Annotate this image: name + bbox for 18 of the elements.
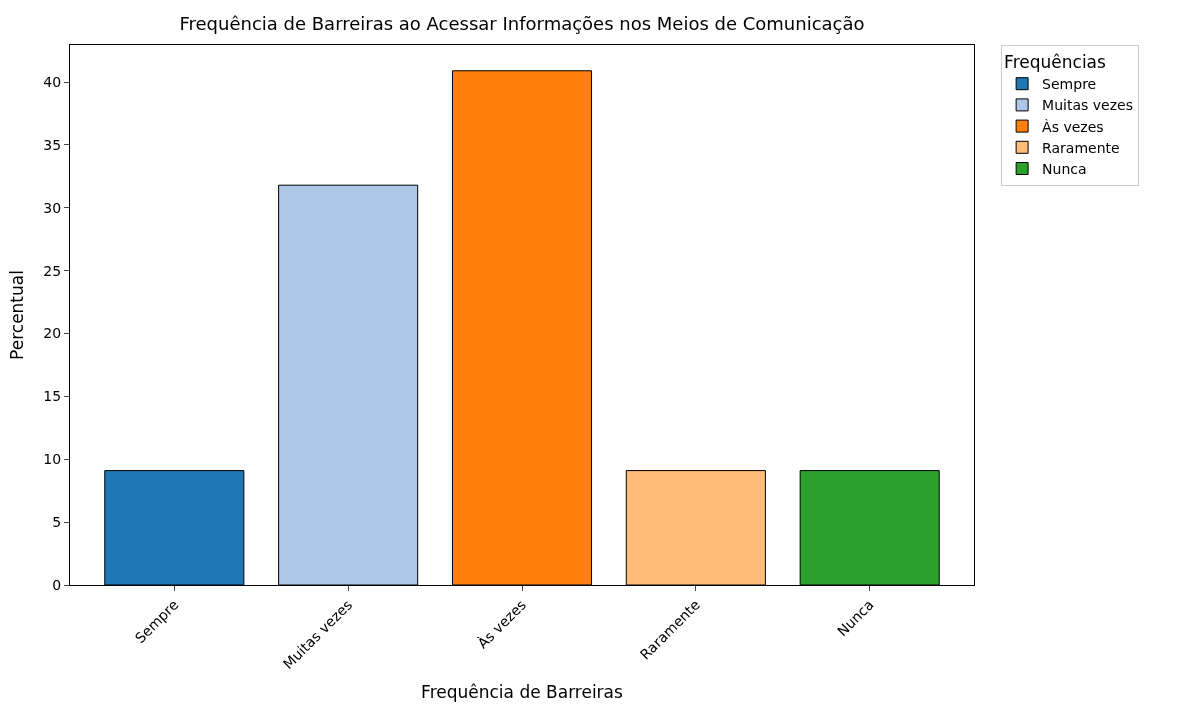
y-tick-label: 15 — [43, 388, 62, 405]
legend-label: Raramente — [1042, 139, 1120, 156]
legend-title: Frequências — [1004, 52, 1107, 73]
legend-label: Nunca — [1042, 160, 1087, 177]
y-tick-label: 35 — [43, 136, 62, 153]
y-tick-label: 30 — [43, 199, 62, 216]
x-axis-title: Frequência de Barreiras — [421, 682, 624, 703]
y-axis-title: Percentual — [6, 270, 27, 360]
legend-label: Às vezes — [1042, 118, 1104, 135]
y-tick-label: 0 — [52, 576, 62, 593]
y-tick-label: 10 — [43, 451, 62, 468]
y-tick-label: 40 — [43, 73, 62, 90]
y-tick-label: 20 — [43, 325, 62, 342]
chart-title: Frequência de Barreiras ao Acessar Informações nos Meios de Comunicação — [179, 13, 865, 35]
y-tick-label: 25 — [43, 262, 62, 279]
legend-label: Muitas vezes — [1042, 97, 1133, 114]
legend-label: Sempre — [1042, 76, 1097, 93]
y-tick-label: 5 — [52, 514, 62, 531]
